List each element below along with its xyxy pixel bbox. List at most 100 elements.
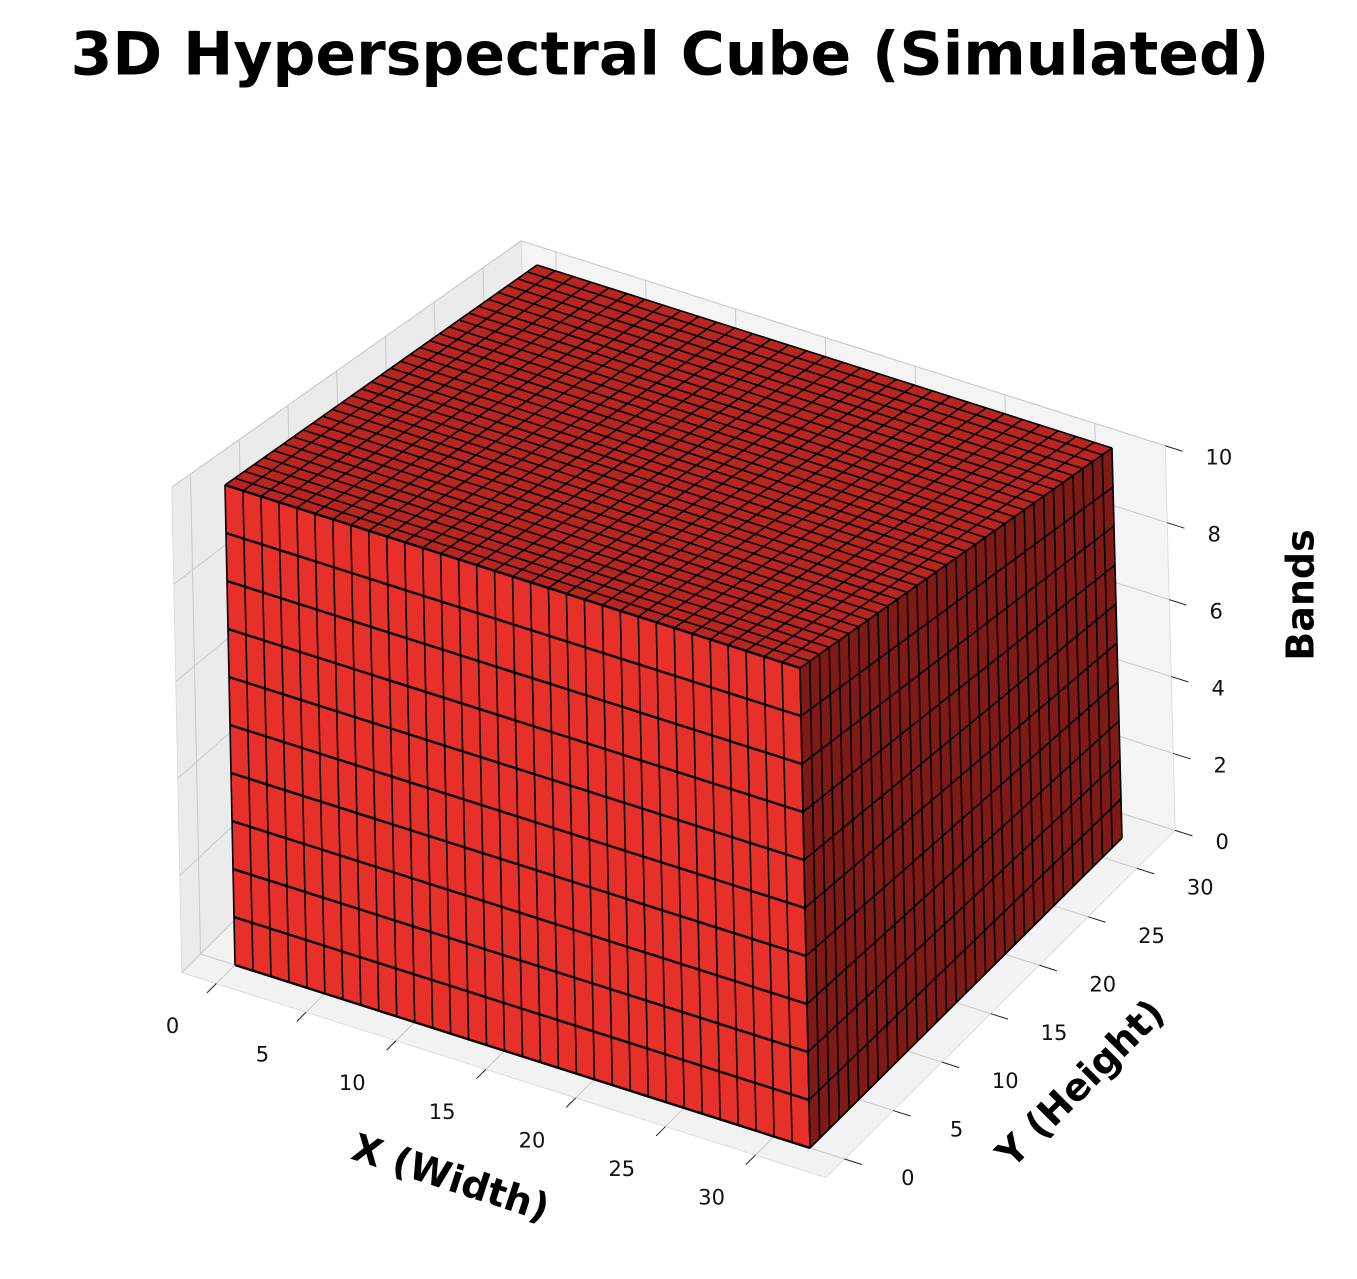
z-tick-label: 4	[1211, 676, 1224, 700]
voxel-edge	[468, 312, 1044, 497]
voxel-edge	[799, 447, 1113, 669]
x-tick-label: 15	[429, 1100, 456, 1124]
tick-mark	[1165, 445, 1183, 452]
voxel-edge	[371, 381, 947, 566]
grid-line	[521, 240, 1166, 447]
z-tick-label: 6	[1209, 599, 1222, 623]
tick-mark	[1039, 964, 1057, 972]
voxel-edge	[478, 305, 1054, 491]
voxel-edge	[225, 531, 802, 718]
y-tick-label: 10	[992, 1069, 1019, 1093]
y-tick-label: 30	[1187, 875, 1214, 899]
voxel-edge	[283, 442, 859, 628]
voxel-edge	[803, 603, 1117, 861]
voxel-edge	[497, 291, 1074, 477]
voxel-edge	[234, 477, 810, 662]
voxel-edge	[244, 470, 820, 656]
x-tick-label: 5	[256, 1043, 269, 1067]
z-tick-label: 0	[1215, 830, 1228, 854]
voxel-edge	[232, 867, 809, 1054]
voxel-edge	[312, 422, 888, 607]
z-tick-label: 2	[1213, 753, 1226, 777]
tick-mark	[476, 1069, 487, 1080]
voxel-edge	[341, 401, 918, 587]
voxel-edge	[807, 759, 1121, 1053]
voxel-edge	[410, 353, 986, 539]
voxel-edge	[800, 486, 1114, 717]
voxel-edge	[808, 798, 1122, 1101]
tick-mark	[1167, 522, 1185, 529]
grid-line	[171, 240, 522, 488]
chart-title: 3D Hyperspectral Cube (Simulated)	[71, 20, 1270, 90]
y-tick-label: 25	[1138, 924, 1165, 948]
voxel-edge	[439, 332, 1015, 518]
voxel-edge	[802, 564, 1116, 813]
voxel-edge	[273, 449, 849, 635]
voxel-edge	[229, 723, 806, 910]
voxel-edge	[230, 771, 807, 958]
y-tick-label: 15	[1041, 1021, 1068, 1045]
voxel-edge	[806, 720, 1120, 1005]
voxel-edge	[224, 483, 801, 670]
tick-mark	[941, 1061, 960, 1069]
tick-mark	[1169, 599, 1187, 606]
tick-mark	[990, 1013, 1009, 1020]
tick-mark	[206, 983, 217, 994]
voxel-edge	[231, 819, 808, 1006]
voxel-edge	[322, 415, 898, 601]
tick-mark	[1136, 867, 1155, 875]
x-tick-label: 20	[519, 1128, 546, 1152]
voxel-edge	[419, 346, 996, 532]
voxel-edge	[449, 326, 1025, 511]
tick-mark	[565, 1097, 577, 1108]
z-axis-label: Bands	[1279, 529, 1323, 660]
voxel-edge	[228, 675, 805, 862]
tick-mark	[893, 1110, 911, 1117]
y-tick-label: 0	[901, 1166, 914, 1190]
x-tick-label: 10	[339, 1071, 366, 1095]
z-tick-label: 8	[1207, 523, 1220, 547]
y-tick-label: 5	[950, 1118, 963, 1142]
voxel-edge	[233, 915, 810, 1102]
voxel-edge	[488, 298, 1064, 484]
voxel-edge	[380, 374, 957, 559]
voxel-edge	[809, 837, 1123, 1149]
tick-mark	[1171, 676, 1189, 683]
voxel-edge	[234, 963, 811, 1150]
voxel-edge	[302, 429, 879, 614]
voxel-edge	[332, 408, 908, 594]
z-tick-label: 10	[1205, 446, 1232, 470]
x-tick-label: 30	[698, 1186, 725, 1210]
voxel-edge	[254, 463, 830, 649]
voxel-edge	[458, 319, 1035, 504]
tick-mark	[386, 1040, 397, 1051]
voxel-edge	[805, 681, 1119, 957]
tick-mark	[745, 1154, 756, 1165]
x-tick-label: 25	[608, 1157, 635, 1181]
voxel-edge	[351, 394, 927, 580]
voxel-edge	[293, 436, 869, 621]
tick-mark	[844, 1158, 862, 1165]
tick-mark	[1175, 829, 1193, 837]
voxel-edge	[801, 525, 1115, 765]
voxel-edge	[517, 277, 1093, 463]
voxel-edge	[507, 284, 1083, 470]
voxel-edge	[361, 387, 937, 573]
voxel-edge	[804, 642, 1118, 909]
voxel-edge	[429, 339, 1005, 525]
voxel-edge	[227, 627, 804, 814]
tick-mark	[1173, 752, 1191, 760]
voxel-edge	[536, 264, 1113, 449]
voxel-edge	[263, 456, 840, 642]
voxel-edge	[390, 367, 966, 552]
tick-mark	[296, 1011, 307, 1022]
voxel-edge	[226, 579, 803, 766]
voxel-edge	[527, 271, 1103, 456]
voxel-edge	[400, 360, 976, 546]
tick-mark	[1088, 916, 1106, 923]
x-tick-label: 0	[166, 1014, 179, 1038]
tick-mark	[655, 1126, 666, 1137]
y-tick-label: 20	[1089, 972, 1116, 996]
grid-line	[190, 474, 201, 955]
